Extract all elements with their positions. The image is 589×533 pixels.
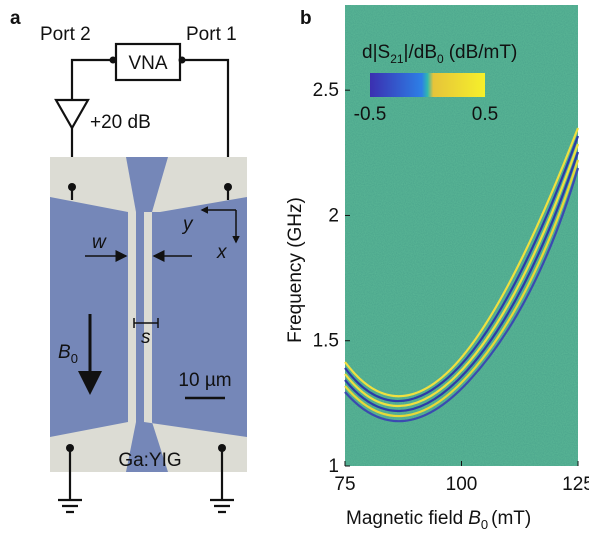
gap-bracket	[133, 318, 159, 328]
colorbar-title: d|S21|/dB0 (dB/mT)	[362, 42, 517, 66]
field-subscript: 0	[71, 351, 78, 366]
colorbar-tick-label: -0.5	[354, 104, 387, 125]
y-tick-label: 2.5	[313, 80, 339, 101]
vna-box	[114, 42, 182, 82]
contact	[224, 183, 232, 191]
colorbar-title-part: 21	[390, 52, 404, 66]
x-axis-label-unit: (mT)	[491, 508, 531, 529]
y-tick-label: 1.5	[313, 331, 339, 352]
scale-bar-label: 10 µm	[178, 370, 231, 391]
panel-label: b	[300, 8, 312, 29]
panel-label: a	[10, 8, 21, 29]
node	[109, 56, 117, 64]
colorbar-title-part: 0	[437, 52, 444, 66]
vna-label: VNA	[128, 53, 167, 74]
node	[178, 56, 186, 64]
x-axis-label-subscript: 0	[481, 517, 488, 532]
port-label: Port 2	[40, 24, 91, 45]
y-axis-label: Frequency (GHz)	[285, 197, 306, 343]
colorbar-title-part: (dB/mT)	[449, 42, 518, 63]
x-axis-label-symbol: B	[468, 508, 481, 529]
field-symbol: B	[58, 342, 71, 363]
y-tick-label: 2	[328, 205, 339, 226]
x-tick-label: 75	[334, 474, 355, 495]
amplifier-label: +20 dB	[90, 112, 151, 133]
y-tick-label: 1	[328, 456, 339, 477]
x-tick-label: 125	[562, 474, 589, 495]
field-label: B0	[58, 342, 78, 366]
ground	[58, 448, 234, 514]
x-axis-label: Magnetic field B0 (mT)	[346, 508, 531, 532]
colorbar-title-part: d|S	[362, 42, 390, 63]
amplifier	[54, 98, 90, 131]
colorbar-title-part: |/dB	[404, 42, 437, 63]
colorbar-tick-label: 0.5	[472, 104, 498, 125]
x-tick-label: 100	[446, 474, 478, 495]
x-axis-label-text: Magnetic field	[346, 508, 463, 529]
colorbar	[370, 73, 485, 97]
port-label: Port 1	[186, 24, 237, 45]
gap-symbol: s	[141, 327, 151, 348]
dispersion-bands	[344, 127, 580, 423]
axis-label: x	[216, 242, 228, 263]
width-symbol: w	[92, 232, 107, 253]
contact	[68, 183, 76, 191]
material-label: Ga:YIG	[118, 450, 181, 471]
axis-label: y	[181, 214, 194, 235]
